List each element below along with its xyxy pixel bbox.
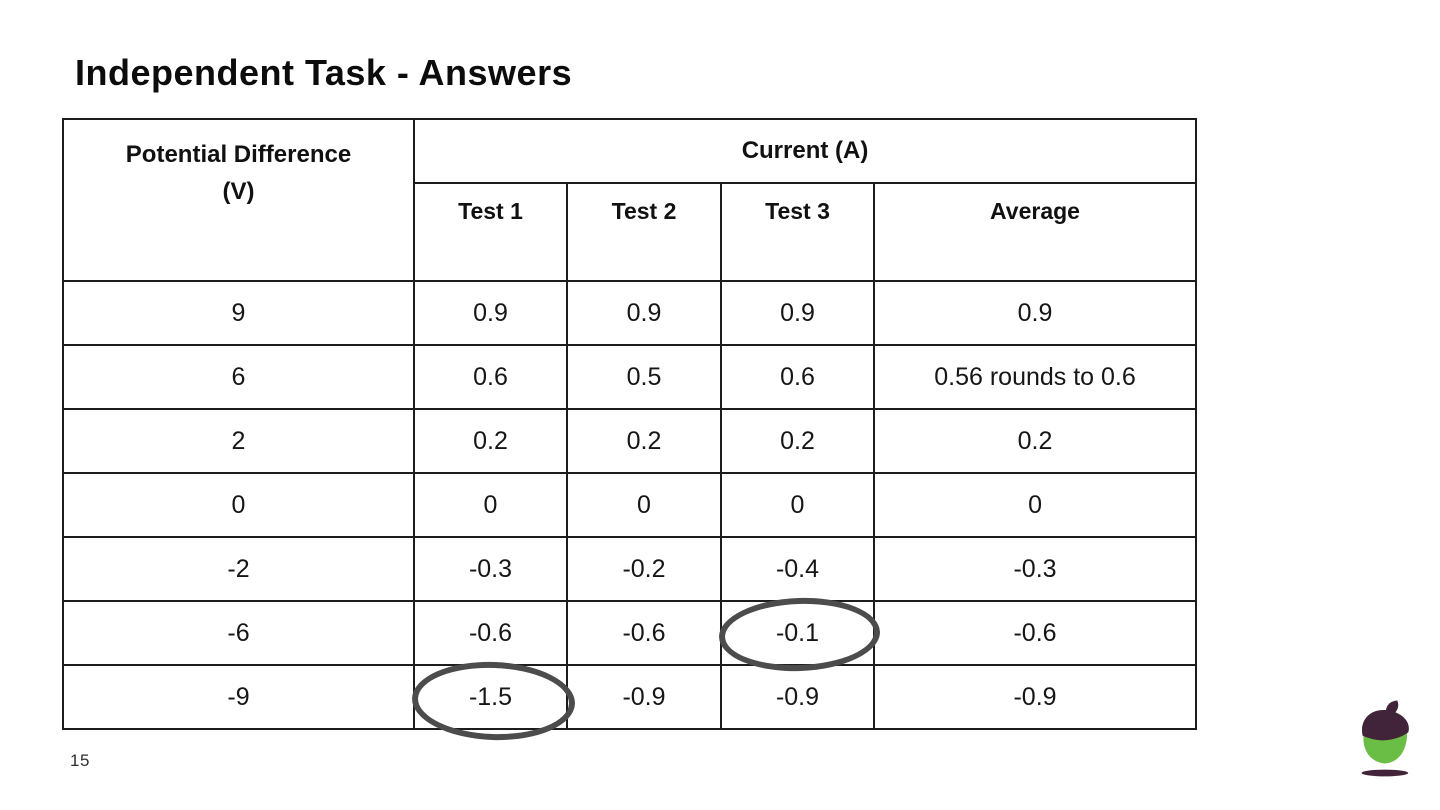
potential-difference-header: Potential Difference (V) [62, 118, 415, 282]
test3-header: Test 3 [720, 182, 875, 282]
potential-difference-header-line1: Potential Difference [125, 141, 352, 168]
average-cell: 0 [872, 472, 1198, 538]
acorn-nut [1363, 732, 1408, 764]
test1-cell: 0.2 [413, 408, 568, 474]
table-row: -9 -1.5 -0.9 -0.9 -0.9 [62, 664, 1198, 730]
test3-cell: -0.4 [720, 536, 875, 602]
average-header: Average [872, 182, 1198, 282]
test1-cell: -0.3 [413, 536, 568, 602]
average-cell: 0.2 [872, 408, 1198, 474]
table-row: 9 0.9 0.9 0.9 0.9 [62, 280, 1198, 346]
test2-cell: 0 [566, 472, 722, 538]
group-header-row: Potential Difference (V) Current (A) [62, 118, 1198, 282]
slide-title: Independent Task - Answers [75, 52, 573, 93]
test2-cell: 0.9 [566, 280, 722, 346]
test3-cell-circled: -0.1 [720, 600, 875, 666]
test2-cell: -0.2 [566, 536, 722, 602]
test1-header: Test 1 [413, 182, 568, 282]
table-row: -6 -0.6 -0.6 -0.1 -0.6 [62, 600, 1198, 666]
test3-cell: 0.9 [720, 280, 875, 346]
pd-cell: -9 [62, 664, 415, 730]
test2-header: Test 2 [566, 182, 722, 282]
acorn-cap [1362, 709, 1409, 741]
acorn-stem [1385, 700, 1399, 718]
table-row: 6 0.6 0.5 0.6 0.56 rounds to 0.6 [62, 344, 1198, 410]
test1-cell: -0.6 [413, 600, 568, 666]
average-cell: -0.3 [872, 536, 1198, 602]
test1-cell-circled: -1.5 [413, 664, 568, 730]
test2-cell: 0.2 [566, 408, 722, 474]
test3-cell: 0 [720, 472, 875, 538]
test3-cell: -0.9 [720, 664, 875, 730]
pd-cell: 0 [62, 472, 415, 538]
average-cell: 0.9 [872, 280, 1198, 346]
test2-cell: -0.9 [566, 664, 722, 730]
potential-difference-header-line2: (V) [222, 178, 255, 205]
test1-cell: 0.6 [413, 344, 568, 410]
test2-cell: -0.6 [566, 600, 722, 666]
average-cell: -0.9 [872, 664, 1198, 730]
results-table: Potential Difference (V) Current (A) Tes… [62, 118, 1198, 730]
pd-cell: -6 [62, 600, 415, 666]
test1-cell: 0.9 [413, 280, 568, 346]
pd-cell: 9 [62, 280, 415, 346]
test3-cell: 0.2 [720, 408, 875, 474]
average-cell: 0.56 rounds to 0.6 [872, 344, 1198, 410]
pd-cell: 6 [62, 344, 415, 410]
page-number: 15 [70, 751, 90, 770]
pd-cell: 2 [62, 408, 415, 474]
test1-cell: 0 [413, 472, 568, 538]
test3-cell: 0.6 [720, 344, 875, 410]
table-row: 2 0.2 0.2 0.2 0.2 [62, 408, 1198, 474]
acorn-shadow [1361, 769, 1409, 777]
table-row: -2 -0.3 -0.2 -0.4 -0.3 [62, 536, 1198, 602]
test2-cell: 0.5 [566, 344, 722, 410]
acorn-logo [1361, 700, 1409, 777]
table-row: 0 0 0 0 0 [62, 472, 1198, 538]
current-group-header: Current (A) [412, 118, 1198, 184]
average-cell: -0.6 [872, 600, 1198, 666]
sub-header-row: Test 1 Test 2 Test 3 Average [63, 182, 1198, 282]
pd-cell: -2 [62, 536, 415, 602]
